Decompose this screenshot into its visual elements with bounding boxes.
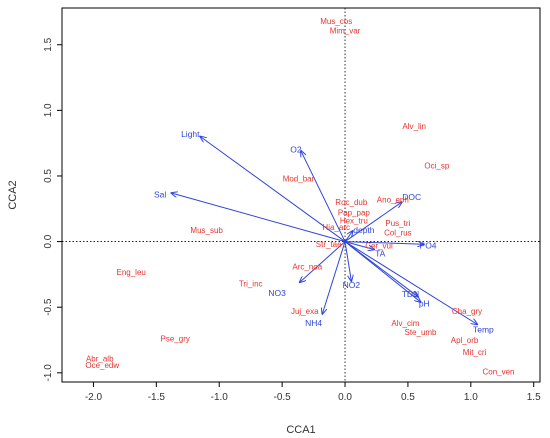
environmental-vectors: LightSalO2DOCdepthPO4TANO2NO3NH4TDNpHTem… — [154, 129, 494, 335]
species-label-oce-edw: Oce_edw — [85, 361, 119, 370]
env-label-temp: Temp — [473, 325, 494, 335]
species-label-alv-cim: Alv_cim — [391, 319, 419, 328]
y-axis-title: CCA2 — [7, 180, 19, 209]
env-label-light: Light — [181, 129, 200, 139]
species-label-oci-sp: Oci_sp — [424, 161, 449, 170]
species-label-alv-lin: Alv_lin — [402, 122, 426, 131]
species-label-hia-arc: Hia_arc — [322, 223, 350, 232]
env-vector-temp — [344, 241, 477, 325]
species-label-pap-pap: Pap_pap — [338, 209, 371, 218]
x-tick-label: 0.0 — [338, 392, 352, 403]
plot-frame — [61, 7, 541, 383]
y-tick-label: -1.0 — [43, 364, 54, 382]
env-label-ph: pH — [419, 298, 430, 308]
env-label-depth: depth — [353, 225, 375, 235]
env-label-o2: O2 — [290, 145, 302, 155]
x-tick-label: 1.5 — [527, 392, 541, 403]
env-vector-no3 — [300, 241, 346, 283]
species-label-mod-bar: Mod_bar — [283, 175, 315, 184]
species-label-pse-gry: Pse_gry — [161, 335, 190, 344]
species-label-pus-tri: Pus_tri — [385, 219, 410, 228]
y-tick-label: 0.0 — [43, 234, 54, 248]
species-label-ste-umb: Ste_umb — [404, 328, 437, 337]
env-label-doc: DOC — [402, 192, 421, 202]
y-tick-label: 0.5 — [43, 169, 54, 183]
x-tick-label: -0.5 — [274, 392, 292, 403]
y-tick-label: 1.5 — [43, 37, 54, 51]
species-label-apl-orb: Apl_orb — [451, 336, 479, 345]
x-tick-label: -2.0 — [85, 392, 103, 403]
y-tick-label: 1.0 — [43, 103, 54, 117]
species-label-cha-gry: Cha_gry — [452, 307, 482, 316]
x-tick-label: -1.0 — [211, 392, 229, 403]
x-tick-label: -1.5 — [148, 392, 166, 403]
env-label-no3: NO3 — [268, 288, 286, 298]
x-axis-title: CCA1 — [286, 424, 315, 436]
species-label-abr-alb: Abr_alb — [86, 354, 114, 363]
species-label-mim-var: Mim_var — [330, 26, 361, 35]
env-vector-o2 — [301, 151, 346, 242]
axis-ticks: -2.0 -1.5 -1.0 -0.5 0.0 0.5 1.0 1.5 -1.0 -0.5 0.0 0… — [43, 37, 541, 403]
species-label-ano-eph: Ano_eph — [377, 196, 409, 205]
env-label-ta: TA — [375, 248, 386, 258]
env-vector-ta — [344, 241, 374, 250]
species-label-mit-cri: Mit_cri — [463, 348, 487, 357]
species-label-cer-vul: Cer_vul — [365, 242, 393, 251]
species-label-roc-dub: Roc_dub — [335, 198, 368, 207]
env-label-po4: PO4 — [420, 241, 437, 251]
env-vector-ph — [344, 241, 420, 302]
env-vector-nh4 — [322, 241, 346, 314]
env-vector-depth — [344, 231, 353, 242]
species-label-juj-exa: Juj_exa — [291, 307, 319, 316]
x-tick-label: 0.5 — [401, 392, 415, 403]
env-label-nh4: NH4 — [305, 318, 322, 328]
env-label-no2: NO2 — [343, 280, 361, 290]
env-vector-light — [200, 137, 346, 242]
species-label-col-rus: Col_rus — [384, 228, 412, 237]
species-label-con-ven: Con_ven — [482, 368, 514, 377]
species-label-tri-inc: Tri_inc — [239, 280, 263, 289]
species-label-arc-noa: Arc_noa — [292, 263, 322, 272]
species-label-str-tae: Str_tae — [316, 240, 342, 249]
x-tick-label: 1.0 — [464, 392, 478, 403]
env-vector-sal — [171, 193, 346, 243]
env-vector-no2 — [344, 241, 351, 281]
reference-lines — [62, 8, 540, 382]
species-label-hex-tru: Hex_tru — [340, 217, 368, 226]
env-label-sal: Sal — [154, 189, 166, 199]
env-vector-po4 — [345, 242, 423, 245]
y-tick-label: -0.5 — [43, 298, 54, 316]
species-label-eng-leu: Eng_leu — [117, 268, 146, 277]
species-label-mus-sub: Mus_sub — [190, 226, 223, 235]
species-label-mus-cos: Mus_cos — [320, 17, 352, 26]
env-vector-doc — [344, 202, 402, 242]
